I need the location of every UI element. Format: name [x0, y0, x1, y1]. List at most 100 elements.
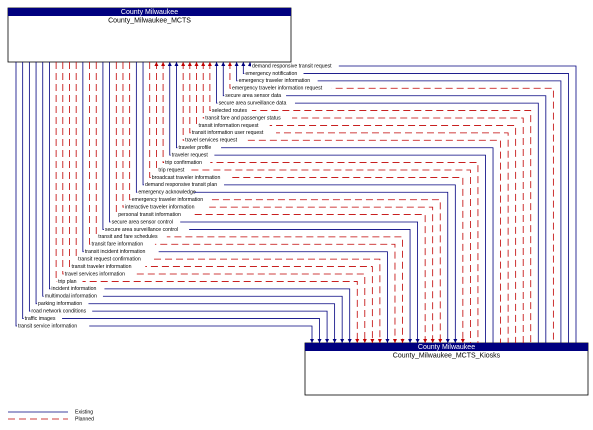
arrow-head	[347, 339, 352, 343]
flow-label: transit fare information	[92, 242, 144, 248]
legend-label: Existing	[75, 409, 93, 415]
flow-label: secure area surveillance control	[105, 227, 178, 233]
flow-line	[149, 62, 464, 343]
flow-line	[55, 62, 358, 343]
flow-line	[242, 62, 569, 343]
flow-label: interactive traveler information	[125, 205, 195, 211]
arrow-head	[194, 62, 199, 66]
label-bg	[90, 241, 155, 247]
flow-label: trip request	[158, 167, 185, 173]
label-bg	[83, 249, 159, 255]
label-bg	[110, 219, 181, 225]
label-bg	[177, 145, 222, 151]
flow-line	[236, 62, 562, 343]
flow-line	[162, 62, 479, 343]
node-box	[304, 342, 589, 396]
label-bg	[117, 211, 193, 218]
arrow-head	[430, 339, 435, 343]
label-bg	[224, 93, 287, 99]
label-bg	[103, 226, 190, 233]
label-bg	[63, 271, 136, 277]
flow-label: trip confirmation	[165, 160, 202, 166]
label-bg	[43, 293, 103, 299]
flow-label: transit incident information	[85, 249, 146, 255]
flow-line	[49, 62, 351, 343]
flow-line	[22, 62, 320, 343]
flow-line	[156, 62, 471, 343]
flow-label: emergency traveler information	[132, 197, 204, 203]
flow-line	[169, 62, 486, 343]
arrow-head	[241, 62, 246, 66]
arrow-head	[460, 339, 465, 343]
label-bg	[77, 256, 152, 262]
flow-label: multimodal information	[45, 294, 97, 300]
node-group: County Milwaukee	[121, 9, 178, 16]
flow-line	[249, 62, 577, 343]
flow-line	[229, 62, 554, 343]
flow-label: travel services request	[185, 138, 237, 144]
flow-line	[222, 62, 547, 343]
flow-label: secure area sensor control	[112, 219, 173, 225]
flow-label: emergency traveler information	[239, 78, 311, 84]
flow-label: secure area surveillance data	[219, 101, 287, 107]
label-bg	[210, 107, 252, 114]
label-bg	[137, 189, 194, 195]
flow-label: traveler profile	[178, 145, 211, 151]
arrow-head	[415, 339, 420, 343]
flow-line	[209, 62, 532, 343]
arrow-head	[340, 339, 345, 343]
flow-label: emergency acknowledge	[138, 190, 195, 196]
arrow-head	[221, 62, 226, 66]
arrow-head	[167, 62, 172, 66]
arrow-head	[392, 339, 397, 343]
flow-line	[82, 62, 388, 343]
label-bg	[57, 278, 83, 285]
flow-label: demand responsive transit plan	[145, 182, 217, 188]
arrow-head	[201, 62, 206, 66]
flow-line	[75, 62, 381, 343]
label-bg	[157, 167, 191, 173]
flow-line	[15, 62, 313, 343]
arrow-head	[438, 339, 443, 343]
flow-line	[69, 62, 373, 343]
label-bg	[190, 130, 277, 136]
flow-line	[28, 62, 328, 343]
node-label: County_Milwaukee_MCTS_Kiosks	[393, 352, 501, 359]
flow-line	[42, 62, 343, 343]
arrow-head	[161, 62, 166, 66]
arrow-head	[227, 62, 232, 66]
arrow-head	[181, 62, 186, 66]
arrow-head	[445, 339, 450, 343]
label-bg	[197, 122, 270, 129]
label-bg	[30, 308, 93, 314]
arrow-head	[408, 339, 413, 343]
flow-line	[102, 62, 411, 343]
flow-label: traffic images	[25, 316, 56, 322]
label-bg	[237, 78, 318, 84]
flow-label: emergency notification	[245, 71, 297, 77]
flow-label: incident information	[51, 286, 96, 292]
arrow-head	[400, 339, 405, 343]
arrow-head	[423, 339, 428, 343]
flow-label: trip plan	[58, 279, 77, 285]
flow-line	[216, 62, 539, 343]
flow-line	[176, 62, 494, 343]
flow-label: transit request confirmation	[78, 257, 141, 263]
flow-label: travel services information	[65, 271, 125, 277]
arrow-head	[207, 62, 212, 66]
label-bg	[97, 234, 167, 240]
flow-label: broadcast traveler information	[152, 175, 221, 181]
flow-label: selected routes	[212, 108, 248, 114]
arrow-head	[370, 339, 375, 343]
arrow-head	[325, 339, 330, 343]
arrow-head	[187, 62, 192, 66]
label-bg	[244, 70, 304, 77]
label-bg	[164, 159, 211, 166]
flow-label: transit information user request	[192, 130, 264, 136]
label-bg	[70, 263, 146, 270]
label-bg	[17, 323, 90, 329]
flow-label: road network conditions	[31, 309, 86, 315]
flow-line	[35, 62, 336, 343]
flow-line	[202, 62, 524, 343]
